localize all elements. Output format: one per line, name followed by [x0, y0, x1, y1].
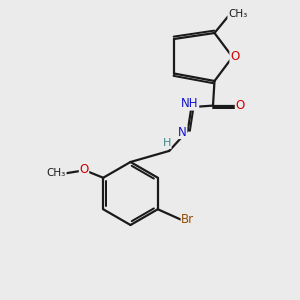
Text: NH: NH [181, 97, 199, 110]
Text: O: O [230, 50, 239, 64]
Text: H: H [163, 138, 171, 148]
Text: CH₃: CH₃ [47, 168, 66, 178]
Text: Br: Br [181, 213, 194, 226]
Text: O: O [80, 163, 88, 176]
Text: N: N [178, 125, 187, 139]
Text: CH₃: CH₃ [228, 9, 247, 19]
Text: O: O [236, 99, 244, 112]
